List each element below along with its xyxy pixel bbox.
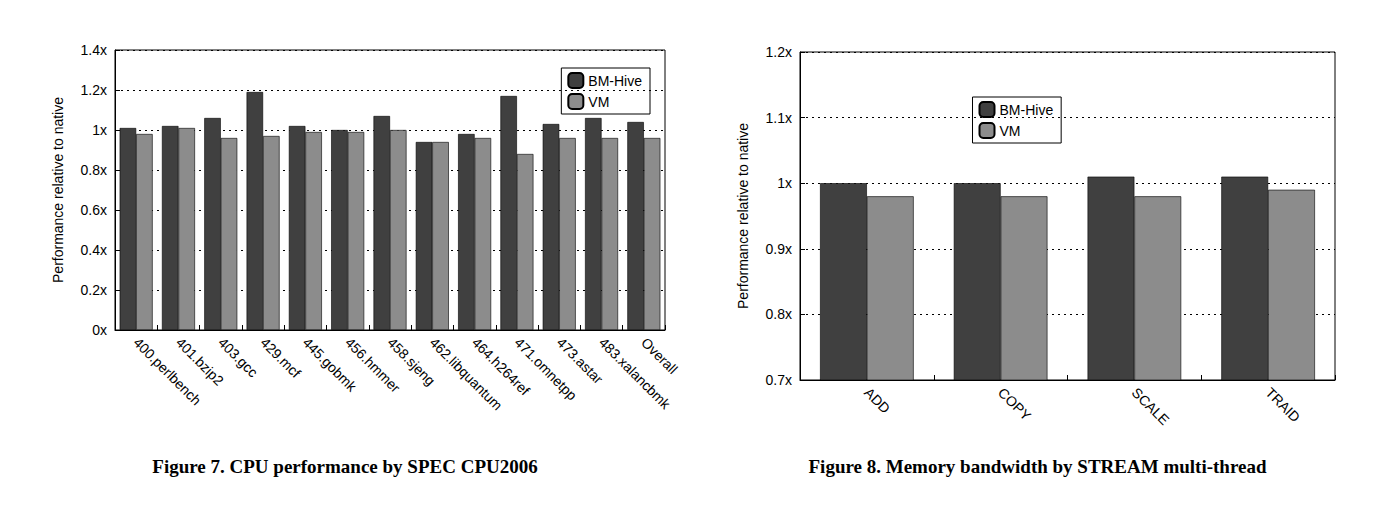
svg-text:BM-Hive: BM-Hive (1000, 102, 1054, 118)
svg-text:Figure 8. Memory bandwidth by: Figure 8. Memory bandwidth by STREAM mul… (809, 456, 1267, 477)
svg-text:Performance relative to native: Performance relative to native (50, 97, 66, 283)
svg-text:VM: VM (588, 94, 609, 110)
svg-text:SCALE: SCALE (1129, 384, 1173, 428)
svg-text:COPY: COPY (995, 384, 1035, 424)
svg-text:464.h264ref: 464.h264ref (469, 334, 534, 399)
svg-text:Figure 7. CPU performance by S: Figure 7. CPU performance by SPEC CPU200… (152, 456, 537, 477)
svg-text:ADD: ADD (861, 384, 893, 416)
svg-text:0.8x: 0.8x (766, 306, 792, 322)
svg-text:1.4x: 1.4x (81, 42, 107, 58)
svg-text:0.9x: 0.9x (766, 241, 792, 257)
svg-text:0.4x: 0.4x (81, 242, 107, 258)
svg-text:473.astar: 473.astar (553, 334, 607, 387)
svg-text:456.hmmer: 456.hmmer (342, 334, 404, 396)
svg-text:1x: 1x (92, 122, 107, 138)
svg-text:1x: 1x (777, 175, 792, 191)
svg-text:458.sjeng: 458.sjeng (384, 334, 439, 389)
svg-text:1.2x: 1.2x (81, 82, 107, 98)
svg-text:1.2x: 1.2x (766, 44, 792, 60)
svg-text:403.gcc: 403.gcc (215, 334, 261, 380)
svg-text:0.6x: 0.6x (81, 202, 107, 218)
svg-text:Overall: Overall (638, 334, 681, 377)
svg-text:462.libquantum: 462.libquantum (427, 334, 506, 413)
svg-text:400.perlbench: 400.perlbench (130, 334, 205, 409)
svg-text:401.bzip2: 401.bzip2 (172, 334, 227, 389)
svg-text:429.mcf: 429.mcf (257, 334, 304, 381)
svg-text:0x: 0x (92, 322, 107, 338)
svg-text:VM: VM (1000, 123, 1021, 139)
svg-text:1.1x: 1.1x (766, 110, 792, 126)
svg-text:BM-Hive: BM-Hive (588, 73, 642, 89)
svg-text:Performance relative to native: Performance relative to native (735, 123, 751, 309)
svg-text:0.2x: 0.2x (81, 282, 107, 298)
svg-text:483.xalancbmk: 483.xalancbmk (595, 334, 674, 413)
svg-text:0.8x: 0.8x (81, 162, 107, 178)
svg-text:471.omnetpp: 471.omnetpp (511, 334, 581, 404)
svg-text:TRAID: TRAID (1262, 384, 1303, 425)
svg-text:445.gobmk: 445.gobmk (299, 334, 360, 395)
svg-text:0.7x: 0.7x (766, 372, 792, 388)
